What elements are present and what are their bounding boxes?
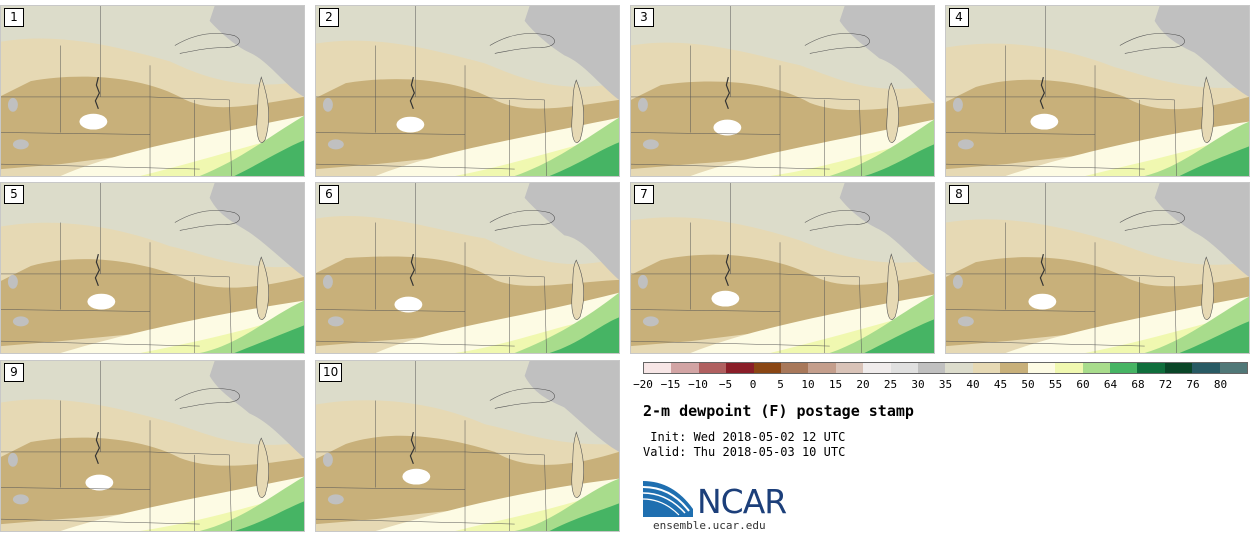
colorbar-tick-label: 50 — [1021, 378, 1035, 391]
colorbar-cell — [781, 363, 809, 373]
colorbar-cell — [1219, 363, 1247, 373]
colorbar-cell — [1000, 363, 1028, 373]
ncar-logo-icon — [643, 481, 693, 517]
colorbar-tick-label: 55 — [1048, 378, 1063, 391]
member-number-label: 7 — [634, 185, 654, 204]
member-number-label: 8 — [949, 185, 969, 204]
init-time: Init: Wed 2018-05-02 12 UTC — [643, 430, 846, 444]
colorbar-tick-label: −10 — [688, 378, 708, 391]
colorbar-cell — [918, 363, 946, 373]
colorbar-tick-label: 20 — [856, 378, 870, 391]
colorbar — [643, 362, 1248, 374]
colorbar-tick-label: 5 — [777, 378, 784, 391]
member-map-panel[interactable]: 2 — [315, 5, 620, 177]
colorbar-tick-label: −15 — [660, 378, 681, 391]
colorbar-cell — [753, 363, 782, 373]
site-url: ensemble.ucar.edu — [653, 519, 766, 532]
colorbar-cell — [1027, 363, 1056, 373]
colorbar-tick-label: 25 — [883, 378, 898, 391]
colorbar-cell — [726, 363, 754, 373]
colorbar-cell — [1164, 363, 1193, 373]
colorbar-cell — [698, 363, 727, 373]
colorbar-tick-label: 64 — [1103, 378, 1118, 391]
colorbar-tick-label: 68 — [1131, 378, 1145, 391]
member-map-panel[interactable]: 10 — [315, 360, 620, 532]
member-map-panel[interactable]: 9 — [0, 360, 305, 532]
member-number-label: 5 — [4, 185, 24, 204]
member-number-label: 6 — [319, 185, 339, 204]
colorbar-cell — [671, 363, 699, 373]
colorbar-tick-label: −5 — [718, 378, 733, 391]
colorbar-cell — [808, 363, 836, 373]
colorbar-tick-label: 45 — [993, 378, 1008, 391]
colorbar-cell — [1192, 363, 1220, 373]
member-map-panel[interactable]: 4 — [945, 5, 1250, 177]
colorbar-ticks: −20 −15 −10 −5 0 5 10 15 20 25 30 35 40 45 50 55 60 64 68 7… — [633, 378, 1248, 392]
colorbar-cell — [945, 363, 973, 373]
colorbar-cell — [890, 363, 919, 373]
member-map-panel[interactable]: 6 — [315, 182, 620, 354]
colorbar-tick-label: 72 — [1158, 378, 1173, 391]
member-map-panel[interactable]: 3 — [630, 5, 935, 177]
colorbar-cell — [972, 363, 1001, 373]
colorbar-tick-label: 15 — [828, 378, 843, 391]
member-number-label: 3 — [634, 8, 654, 27]
colorbar-cell — [1082, 363, 1110, 373]
member-number-label: 1 — [4, 8, 24, 27]
member-number-label: 9 — [4, 363, 24, 382]
member-map-panel[interactable]: 5 — [0, 182, 305, 354]
colorbar-tick-label: 10 — [801, 378, 815, 391]
colorbar-cell — [835, 363, 864, 373]
colorbar-tick-label: 80 — [1213, 378, 1228, 391]
colorbar-tick-label: 60 — [1076, 378, 1090, 391]
member-number-label: 2 — [319, 8, 339, 27]
member-map-panel[interactable]: 8 — [945, 182, 1250, 354]
colorbar-cell — [1055, 363, 1083, 373]
colorbar-cell — [1109, 363, 1138, 373]
colorbar-tick-label: 76 — [1186, 378, 1200, 391]
member-map-panel[interactable]: 7 — [630, 182, 935, 354]
valid-time: Valid: Thu 2018-05-03 10 UTC — [643, 445, 846, 459]
member-number-label: 4 — [949, 8, 969, 27]
plot-title: 2-m dewpoint (F) postage stamp — [643, 402, 914, 420]
colorbar-cell — [1137, 363, 1165, 373]
colorbar-cell — [863, 363, 891, 373]
member-number-label: 10 — [319, 363, 343, 382]
member-map-panel[interactable]: 1 — [0, 5, 305, 177]
colorbar-tick-label: 30 — [911, 378, 925, 391]
colorbar-cell — [644, 363, 672, 373]
ncar-logo-text: NCAR — [697, 482, 787, 521]
colorbar-tick-label: 40 — [966, 378, 980, 391]
colorbar-tick-label: 35 — [938, 378, 953, 391]
colorbar-tick-label: 0 — [749, 378, 757, 391]
colorbar-tick-label: −20 — [633, 378, 653, 391]
